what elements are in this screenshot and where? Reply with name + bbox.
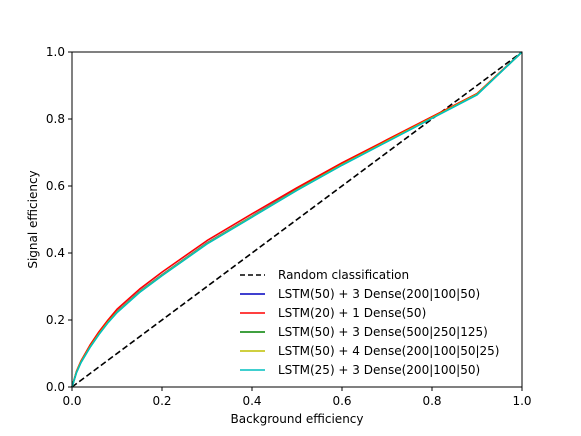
y-axis-label: Signal efficiency <box>26 170 40 268</box>
x-tick-label: 0.6 <box>332 394 351 408</box>
x-tick-label: 1.0 <box>512 394 531 408</box>
x-axis-ticks: 0.0 0.2 0.4 0.6 0.8 1.0 <box>62 387 532 408</box>
x-tick-label: 0.8 <box>422 394 441 408</box>
y-tick-label: 0.6 <box>46 179 65 193</box>
y-tick-label: 0.2 <box>46 313 65 327</box>
y-tick-label: 1.0 <box>46 45 65 59</box>
curves <box>71 51 523 388</box>
y-tick-label: 0.4 <box>46 246 65 260</box>
series-line-5 <box>71 51 523 388</box>
plot-area: 0.0 0.2 0.4 0.6 0.8 1.0 0.0 0.2 0.4 0.6 0.8 1.0 <box>46 45 532 408</box>
random-classification-line <box>71 51 523 388</box>
legend-entry-label: LSTM(20) + 1 Dense(50) <box>278 306 426 320</box>
y-tick-label: 0.0 <box>46 380 65 394</box>
plot-frame <box>71 51 523 388</box>
x-tick-label: 0.0 <box>62 394 81 408</box>
x-tick-label: 0.4 <box>242 394 261 408</box>
x-tick-label: 0.2 <box>152 394 171 408</box>
legend-entry-label: Random classification <box>278 268 409 282</box>
x-axis-label: Background efficiency <box>230 412 363 426</box>
legend-entry-label: LSTM(50) + 3 Dense(200|100|50) <box>278 287 480 301</box>
legend-entry-label: LSTM(25) + 3 Dense(200|100|50) <box>278 363 480 377</box>
legend-entry-label: LSTM(50) + 3 Dense(500|250|125) <box>278 325 488 339</box>
legend: Random classification LSTM(50) + 3 Dense(… <box>240 268 499 377</box>
y-tick-label: 0.8 <box>46 112 65 126</box>
y-axis-ticks: 0.0 0.2 0.4 0.6 0.8 1.0 <box>46 45 72 394</box>
legend-entry-label: LSTM(50) + 4 Dense(200|100|50|25) <box>278 344 499 358</box>
